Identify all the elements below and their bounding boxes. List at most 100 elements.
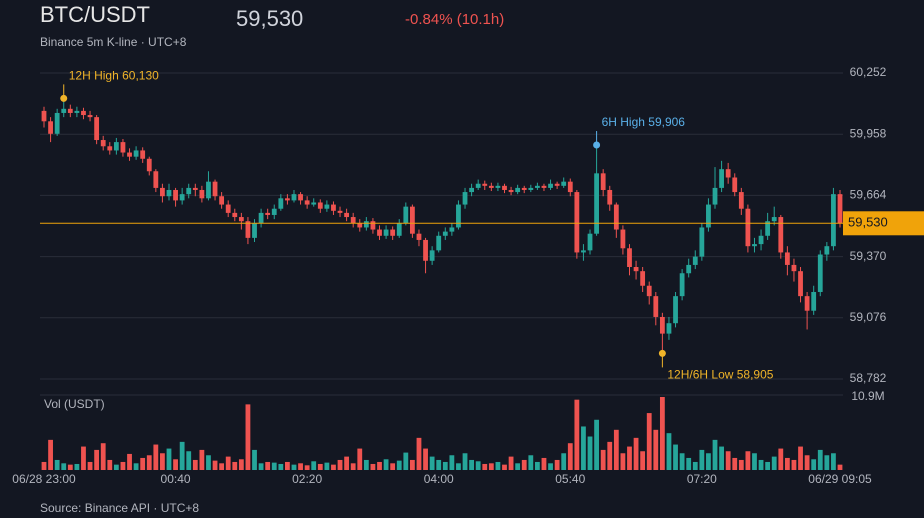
candle-body <box>554 183 560 186</box>
candle-body <box>778 217 784 253</box>
volume-bar <box>561 453 567 470</box>
candle-body <box>488 185 494 188</box>
x-tick-label: 00:40 <box>161 472 191 486</box>
volume-bar <box>528 455 534 470</box>
candle-body <box>804 296 810 311</box>
volume-bar <box>442 461 448 470</box>
volume-bar <box>804 455 810 470</box>
candle-body <box>113 142 119 151</box>
candle-body <box>449 227 455 232</box>
volume-bar <box>646 413 652 470</box>
source: Source: Binance API · UTC+8 <box>40 501 199 515</box>
candle-body <box>561 181 567 186</box>
volume-bar <box>61 463 67 470</box>
candle-body <box>238 217 244 222</box>
candle-body <box>469 187 475 193</box>
candle-body <box>640 271 646 286</box>
candle-body <box>54 112 60 134</box>
candle-body <box>41 110 47 122</box>
volume-bar <box>712 439 718 470</box>
candle-body <box>199 189 205 199</box>
candle-body <box>752 244 757 247</box>
candle-body <box>502 185 507 190</box>
candle-body <box>311 202 317 205</box>
candle-body <box>409 206 415 234</box>
volume-bar <box>245 404 251 470</box>
candle-body <box>265 212 271 215</box>
volume-bar <box>640 451 646 470</box>
candle-body <box>173 189 178 201</box>
x-tick-label: 06/29 09:05 <box>808 472 872 486</box>
volume-bar <box>620 453 626 470</box>
volume-bar <box>113 464 119 470</box>
candle-body <box>548 183 553 188</box>
candle-body <box>831 194 836 247</box>
volume-bar <box>350 463 356 470</box>
volume-bar <box>784 457 790 470</box>
candle-body <box>324 204 330 209</box>
candle-body <box>304 200 310 205</box>
volume-bar <box>390 463 396 470</box>
volume-bar <box>521 459 527 470</box>
candle-body <box>508 189 514 193</box>
volume-bar <box>199 449 205 470</box>
volume-bar <box>824 455 830 470</box>
volume-bar <box>146 455 152 470</box>
candle-body <box>285 198 290 201</box>
annotation-label: 12H High 60,130 <box>69 69 159 83</box>
volume-bar <box>377 461 382 470</box>
candle-body <box>363 221 369 228</box>
volume-bar <box>456 463 461 470</box>
volume-bar <box>396 460 402 470</box>
volume-bar <box>653 429 659 470</box>
x-tick-label: 05:40 <box>555 472 585 486</box>
candle-body <box>541 185 547 188</box>
candle-body <box>48 121 53 134</box>
candle-body <box>699 227 705 257</box>
subtitle: Binance 5m K-line · UTC+8 <box>40 35 187 49</box>
volume-bar <box>771 456 777 470</box>
volume-bar <box>370 463 376 470</box>
header-price: 59,530 <box>236 6 303 31</box>
candle-body <box>528 187 534 190</box>
volume-bar <box>94 449 100 470</box>
candle-body <box>620 229 626 249</box>
candle-body <box>791 264 797 272</box>
candle-body <box>738 192 744 209</box>
volume-bar <box>74 463 80 470</box>
candle-body <box>74 110 80 113</box>
candle-body <box>679 273 685 297</box>
candle-body <box>456 204 461 228</box>
candle-body <box>94 117 100 141</box>
volume-bar <box>837 464 843 470</box>
volume-bar <box>107 459 113 470</box>
volume-bar <box>153 444 159 470</box>
volume-bar <box>534 461 540 470</box>
volume-bar <box>692 461 698 470</box>
volume-bar <box>607 441 613 470</box>
candle-body <box>81 110 86 116</box>
volume-bar <box>87 461 93 470</box>
candle-body <box>133 150 139 157</box>
volume-bar <box>725 451 731 470</box>
candle-body <box>659 316 665 334</box>
volume-bar <box>515 463 521 470</box>
volume-bar <box>495 461 501 470</box>
volume-bar <box>166 448 172 470</box>
volume-bar <box>745 451 751 470</box>
volume-bar <box>502 464 507 470</box>
volume-bar <box>719 446 724 470</box>
candle-body <box>416 233 422 240</box>
volume-bar <box>331 464 336 470</box>
volume-bar <box>488 463 494 470</box>
volume-bar <box>206 455 211 470</box>
candle-body <box>153 171 159 188</box>
volume-bar <box>285 461 290 470</box>
candle-body <box>271 208 277 215</box>
candle-body <box>146 158 152 172</box>
volume-bar <box>587 436 593 470</box>
volume-bar <box>416 437 422 470</box>
candle-body <box>107 146 113 151</box>
volume-bar <box>482 463 488 470</box>
